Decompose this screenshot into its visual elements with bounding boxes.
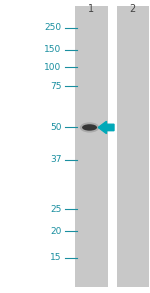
Ellipse shape [80, 122, 99, 132]
Text: 2: 2 [130, 4, 136, 14]
Text: 25: 25 [50, 205, 61, 214]
Text: 50: 50 [50, 123, 62, 132]
Text: 15: 15 [50, 253, 62, 262]
Text: 150: 150 [44, 45, 62, 54]
Text: 1: 1 [88, 4, 94, 14]
Text: 250: 250 [44, 23, 62, 32]
Text: 37: 37 [50, 155, 62, 164]
Text: 75: 75 [50, 82, 62, 91]
FancyArrow shape [98, 121, 114, 134]
Ellipse shape [82, 124, 97, 131]
Text: 100: 100 [44, 63, 62, 72]
Bar [117, 6, 148, 287]
Bar [75, 6, 108, 287]
Text: 20: 20 [50, 227, 61, 236]
